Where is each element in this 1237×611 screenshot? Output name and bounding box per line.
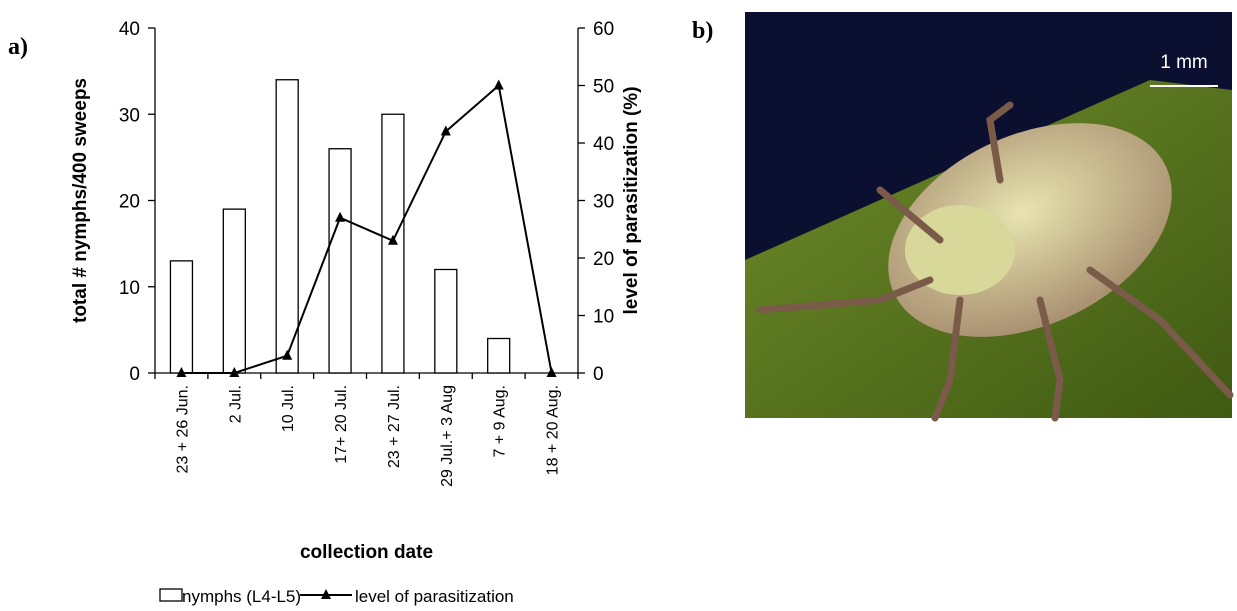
y-tick-label: 0	[129, 364, 140, 385]
x-axis-title: collection date	[300, 542, 433, 563]
y-axis-title: total # nymphs/400 sweeps	[70, 78, 91, 323]
panel-label: b)	[692, 18, 713, 44]
line-marker	[387, 234, 398, 245]
y2-tick-label: 60	[593, 19, 614, 40]
legend-swatch	[159, 588, 183, 602]
y2-tick-label: 20	[593, 249, 614, 270]
y2-tick-label: 40	[593, 134, 614, 155]
y2-tick-label: 0	[593, 364, 604, 385]
line-marker	[493, 79, 504, 90]
x-tick-label: 29 Jul.+ 3 Aug	[439, 385, 456, 487]
line-marker	[335, 211, 346, 222]
y2-axis-title: level of parasitization (%)	[621, 86, 642, 314]
bar	[222, 208, 246, 374]
x-tick-label: 23 + 27 Jul.	[386, 385, 403, 468]
insect-head	[905, 205, 1015, 295]
legend-label: nymphs (L4-L5)	[182, 587, 301, 606]
x-tick-label: 18 + 20 Aug.	[545, 385, 562, 475]
line-marker	[229, 367, 240, 377]
x-tick-label: 23 + 26 Jun.	[174, 385, 191, 474]
legend-label: level of parasitization	[355, 587, 514, 606]
y-tick-label: 10	[119, 278, 140, 299]
bar	[169, 260, 194, 374]
line-marker	[282, 349, 293, 360]
legend-marker	[321, 589, 331, 599]
x-tick-label: 7 + 9 Aug.	[492, 385, 509, 458]
photo: 1 mm	[745, 12, 1234, 422]
scale-label: 1 mm	[1160, 52, 1208, 73]
y-tick-label: 20	[119, 192, 140, 213]
panel-label: a)	[8, 34, 28, 60]
line-marker	[546, 367, 557, 377]
y2-tick-label: 30	[593, 192, 614, 213]
x-tick-label: 2 Jul.	[227, 385, 244, 423]
line-marker	[176, 367, 187, 377]
bar	[434, 268, 458, 374]
bar	[487, 337, 511, 374]
bar	[328, 148, 352, 374]
x-tick-label: 10 Jul.	[280, 385, 297, 432]
x-tick-label: 17+ 20 Jul.	[333, 385, 350, 464]
y2-tick-label: 50	[593, 77, 614, 98]
y-tick-label: 30	[119, 105, 140, 126]
y-tick-label: 40	[119, 19, 140, 40]
line	[181, 83, 553, 374]
line-marker	[440, 125, 451, 136]
bar	[275, 79, 299, 374]
y2-tick-label: 10	[593, 307, 614, 328]
insect-legs	[756, 101, 1234, 422]
